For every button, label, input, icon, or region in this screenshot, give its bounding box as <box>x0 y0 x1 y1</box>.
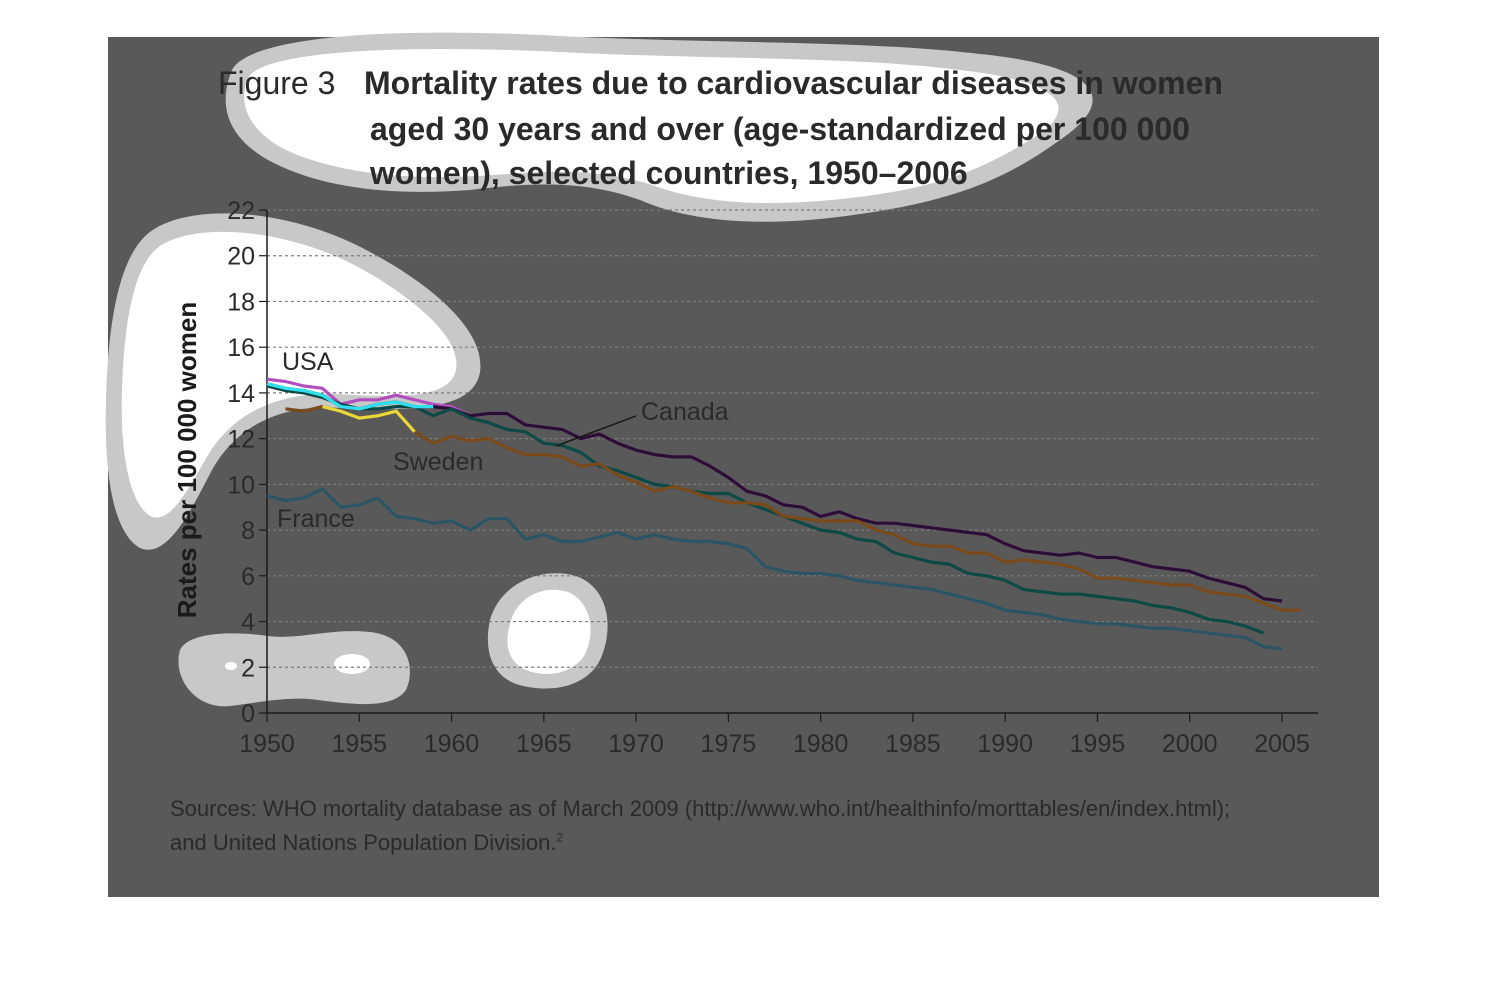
y-tick-label: 18 <box>227 288 255 316</box>
series-lines <box>266 377 1301 651</box>
y-tick-label: 4 <box>241 609 255 637</box>
y-tick-label: 8 <box>241 517 255 545</box>
sources-line-2-text: and United Nations Population Division. <box>170 830 557 855</box>
y-tick-label: 10 <box>227 471 255 499</box>
series-label-france: France <box>277 505 355 533</box>
x-tick-label: 1950 <box>239 730 295 758</box>
sources-line-2: and United Nations Population Division.2 <box>170 830 563 856</box>
y-tick-label: 16 <box>227 334 255 362</box>
title-line-1: Mortality rates due to cardiovascular di… <box>364 65 1223 101</box>
series-line-canada <box>266 382 1283 603</box>
x-tick-label: 1980 <box>793 730 849 758</box>
sources-line-1: Sources: WHO mortality database as of Ma… <box>170 796 1231 821</box>
y-tick-label: 22 <box>227 197 255 225</box>
blob-title-inner <box>244 49 1059 203</box>
blob-bottom-left-spot-b <box>225 662 237 670</box>
series-line-sweden <box>285 405 1301 612</box>
figure-label: Figure 3 <box>218 65 335 101</box>
series-line-france <box>266 487 1283 651</box>
series-line-sweden-highlight <box>322 405 416 433</box>
occluding-blobs <box>105 32 1093 707</box>
blob-left-inner <box>121 231 457 518</box>
axes: 0 2 4 6 8 10 12 14 16 18 20 22 1950 1955 1960 1965 1970 1… <box>227 197 1318 758</box>
x-tick-label: 1985 <box>885 730 941 758</box>
x-tick-label: 1960 <box>424 730 480 758</box>
y-axis-label: Rates per 100 000 women <box>172 302 202 619</box>
series-label-usa: USA <box>282 348 334 376</box>
y-tick-label: 2 <box>241 654 255 682</box>
x-tick-label: 1955 <box>331 730 387 758</box>
gridlines <box>267 209 1318 668</box>
series-line-canada-highlight <box>266 382 434 411</box>
x-tick-label: 1995 <box>1070 730 1126 758</box>
y-tick-label: 0 <box>241 700 255 728</box>
series-line-3 <box>266 384 1265 635</box>
series-labels: USA Canada Sweden France <box>277 348 729 533</box>
x-tick-label: 1975 <box>701 730 757 758</box>
x-tick-label: 2005 <box>1254 730 1310 758</box>
blob-bottom-mid-inner <box>507 589 591 674</box>
x-tick-label: 1970 <box>608 730 664 758</box>
y-tick-label: 12 <box>227 426 255 454</box>
blob-bottom-left-outer <box>178 631 410 707</box>
title-line-2: aged 30 years and over (age-standardized… <box>370 111 1190 147</box>
series-label-canada: Canada <box>641 398 729 426</box>
y-tick-label: 14 <box>227 380 255 408</box>
x-tick-label: 2000 <box>1162 730 1218 758</box>
y-tick-label: 6 <box>241 563 255 591</box>
y-tick-label: 20 <box>227 243 255 271</box>
x-tick-label: 1990 <box>977 730 1033 758</box>
blob-bottom-left-spot-a <box>334 654 370 674</box>
sources-footnote: 2 <box>556 830 564 845</box>
series-label-sweden: Sweden <box>393 448 483 476</box>
canada-leader-line <box>555 415 637 447</box>
x-tick-label: 1965 <box>516 730 572 758</box>
title-line-3: women), selected countries, 1950–2006 <box>369 155 968 191</box>
